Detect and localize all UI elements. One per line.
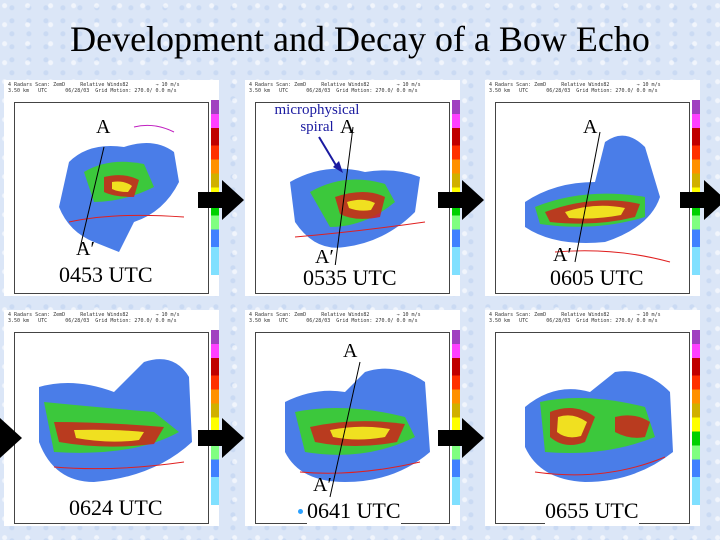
label-a: A	[343, 340, 358, 362]
panel-header: 4 Radars Scan: ZemD Relative Winds82 → 1…	[8, 82, 180, 94]
label-a-prime: A′	[313, 474, 332, 496]
color-scale-bar	[452, 330, 460, 505]
right-arrow-icon	[438, 180, 484, 220]
radar-panel-0453: 4 Radars Scan: ZemD Relative Winds82 → 1…	[4, 80, 219, 296]
radar-panel-0605: 4 Radars Scan: ZemD Relative Winds82 → 1…	[485, 80, 700, 296]
radar-reflectivity-map	[39, 359, 192, 482]
panel-header: 4 Radars Scan: ZemD Relative Winds82 → 1…	[249, 312, 421, 324]
microphysical-spiral-annotation: microphysical spiral	[274, 102, 360, 135]
radar-reflectivity-map	[290, 126, 426, 268]
plot-frame	[14, 332, 209, 524]
panel-header: 4 Radars Scan: ZemD Relative Winds82 → 1…	[249, 82, 421, 94]
timestamp-label: 0655 UTC	[545, 498, 639, 524]
annotation-arrow-icon	[318, 136, 343, 173]
timestamp-label: 0535 UTC	[303, 265, 397, 291]
color-scale-bar	[692, 330, 700, 505]
color-scale-bar	[452, 100, 460, 275]
label-a-prime: A′	[315, 246, 334, 268]
label-a: A	[583, 116, 598, 138]
color-scale-bar	[211, 100, 219, 275]
radar-reflectivity-map	[59, 124, 185, 253]
label-a-prime: A′	[553, 244, 572, 266]
right-arrow-icon	[438, 418, 484, 458]
panel-header: 4 Radars Scan: ZemD Relative Winds82 → 1…	[8, 312, 180, 324]
label-a-prime: A′	[76, 238, 95, 260]
color-scale-bar	[211, 330, 219, 505]
radar-panel-0624: 4 Radars Scan: ZemD Relative Winds82 → 1…	[4, 310, 219, 526]
panel-header: 4 Radars Scan: ZemD Relative Winds82 → 1…	[489, 82, 661, 94]
right-arrow-icon	[198, 180, 244, 220]
timestamp-label: 0453 UTC	[59, 262, 153, 288]
radar-panel-0641: 4 Radars Scan: ZemD Relative Winds82 → 1…	[245, 310, 460, 526]
timestamp-label: 0624 UTC	[69, 495, 163, 521]
label-a: A	[96, 116, 111, 138]
radar-reflectivity-map	[525, 131, 671, 263]
location-dot-icon	[298, 509, 303, 514]
radar-reflectivity-map	[525, 371, 673, 482]
timestamp-label: 0605 UTC	[550, 265, 644, 291]
color-scale-bar	[692, 100, 700, 275]
timestamp-label: 0641 UTC	[307, 498, 401, 524]
right-arrow-icon	[0, 418, 22, 458]
radar-reflectivity-map	[285, 361, 430, 498]
label-a: A	[340, 116, 355, 138]
right-arrow-icon	[680, 180, 720, 220]
radar-panel-0535: 4 Radars Scan: ZemD Relative Winds82 → 1…	[245, 80, 460, 296]
right-arrow-icon	[198, 418, 244, 458]
radar-panel-0655: 4 Radars Scan: ZemD Relative Winds82 → 1…	[485, 310, 700, 526]
panel-header: 4 Radars Scan: ZemD Relative Winds82 → 1…	[489, 312, 661, 324]
page-title: Development and Decay of a Bow Echo	[70, 19, 650, 59]
